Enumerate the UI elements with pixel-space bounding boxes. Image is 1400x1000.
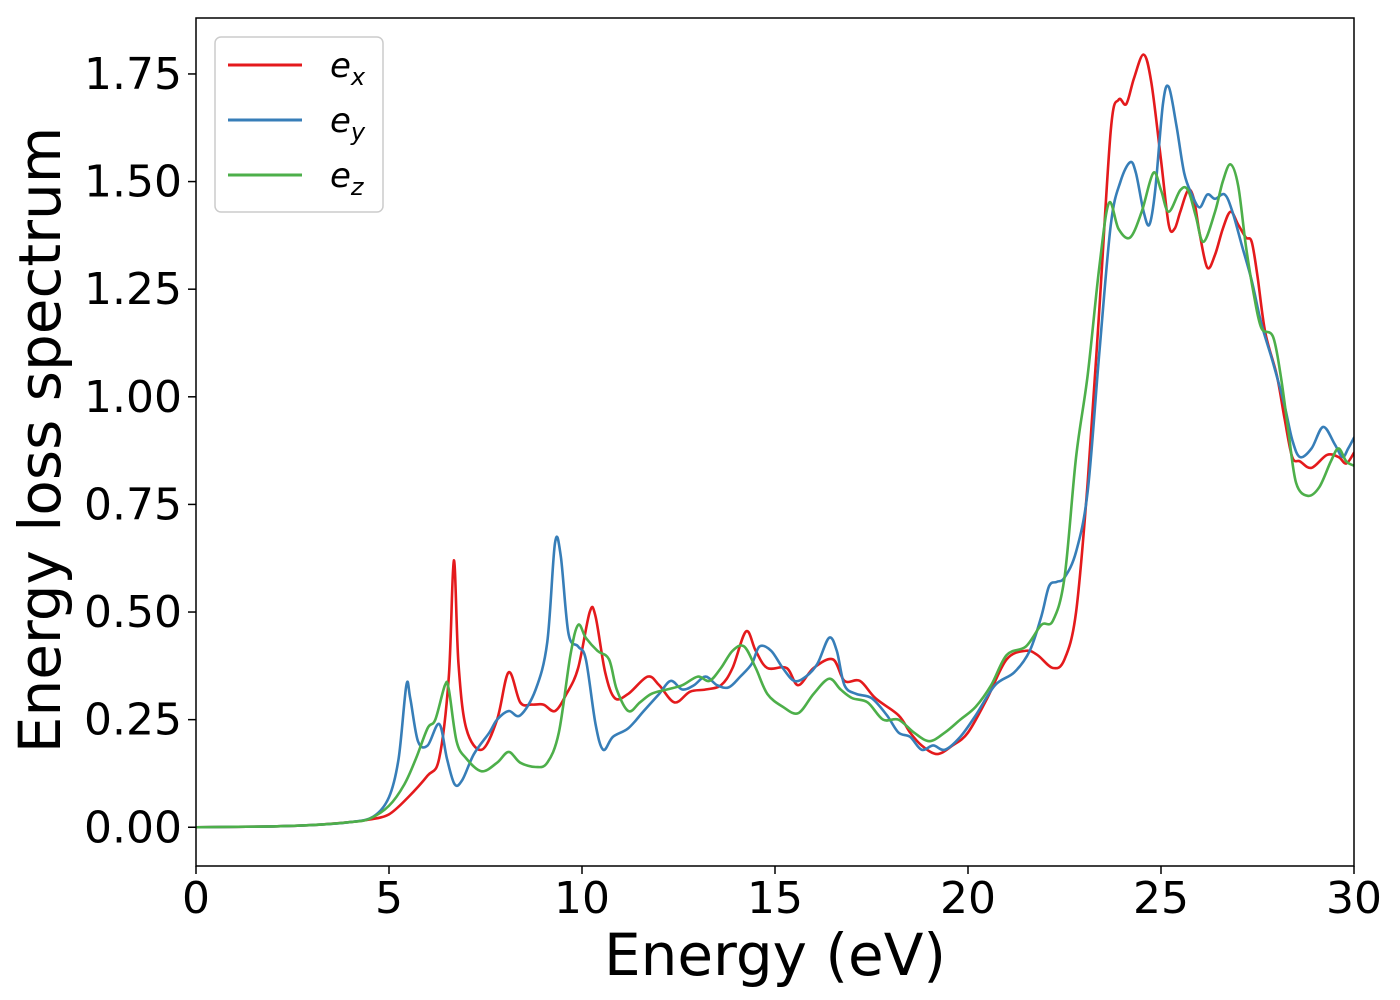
legend-label: ex	[330, 46, 366, 91]
legend-item-y: ey	[228, 101, 366, 146]
x-axis-ticks: 0 5 10 15 20 25 30	[182, 866, 1382, 924]
y-tick-label: 1.75	[84, 49, 182, 100]
x-axis-label: Energy (eV)	[604, 921, 946, 989]
x-tick-label: 10	[554, 873, 610, 924]
y-axis-ticks: 0.00 0.25 0.50 0.75 1.00 1.25 1.50 1.75	[84, 49, 196, 853]
x-tick-label: 30	[1326, 873, 1382, 924]
x-tick-label: 20	[940, 873, 996, 924]
y-tick-label: 0.00	[84, 802, 182, 853]
y-tick-label: 1.50	[84, 157, 182, 208]
x-tick-label: 15	[747, 873, 803, 924]
y-tick-label: 0.25	[84, 695, 182, 746]
legend-item-z: ez	[228, 156, 365, 201]
legend-label: ey	[330, 101, 366, 146]
x-tick-label: 5	[375, 873, 403, 924]
legend: ex ey ez	[214, 36, 384, 213]
series-line-z	[196, 163, 1354, 829]
legend-item-x: ex	[228, 46, 366, 91]
series-line-y	[196, 84, 1354, 829]
x-tick-label: 0	[182, 873, 210, 924]
y-tick-label: 0.50	[84, 587, 182, 638]
series-line-x	[196, 53, 1354, 829]
legend-label: ez	[330, 156, 365, 201]
series-lines	[196, 53, 1354, 829]
y-axis-label: Energy loss spectrum	[6, 127, 74, 753]
y-tick-label: 0.75	[84, 479, 182, 530]
legend-frame	[214, 36, 384, 213]
y-tick-label: 1.25	[84, 264, 182, 315]
y-tick-label: 1.00	[84, 372, 182, 423]
x-tick-label: 25	[1133, 873, 1189, 924]
